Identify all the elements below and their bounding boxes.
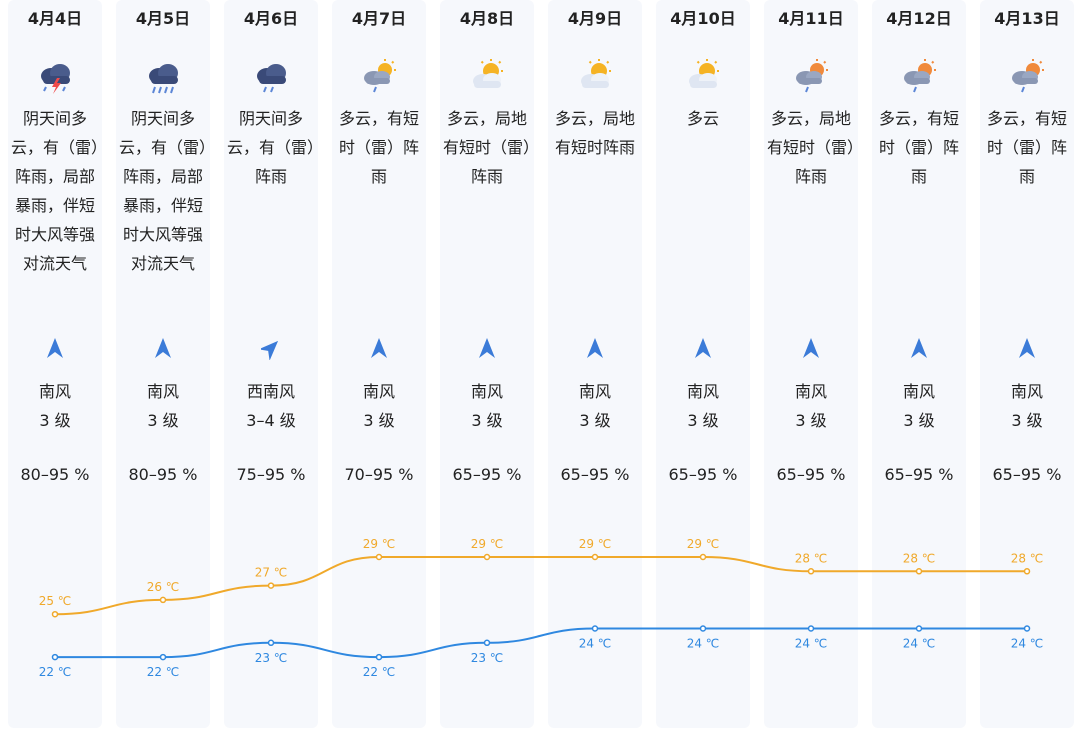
wind-level: 3–4 级 <box>246 411 296 430</box>
weather-description: 多云，局地有短时（雷）阵雨 <box>442 109 531 186</box>
day-column-5: 4月9日 多云，局地有短时阵雨 南风 3 级 65–95 % <box>548 0 642 728</box>
day-column-7: 4月11日 多云，局地有短时（雷）阵雨 南风 3 级 65–95 % <box>764 0 858 728</box>
sun-cloud-icon <box>473 59 503 88</box>
weather-description: 多云，局地有短时（雷）阵雨 <box>766 109 855 186</box>
humidity: 70–95 % <box>344 465 414 484</box>
weather-description: 多云，有短时（雷）阵雨 <box>986 109 1067 186</box>
weather-description: 阴天间多云，有（雷）阵雨，局部暴雨，伴短时大风等强对流天气 <box>10 109 99 273</box>
humidity: 65–95 % <box>668 465 738 484</box>
wind-direction: 西南风 <box>246 382 295 401</box>
wind-level: 3 级 <box>39 411 71 430</box>
day-column-2: 4月6日 阴天间多云，有（雷）阵雨 西南风 3–4 级 75–95 % <box>224 0 318 728</box>
wind-direction: 南风 <box>794 382 827 401</box>
weather-description: 多云，有短时（雷）阵雨 <box>878 109 959 186</box>
sun-cloud-rain-icon <box>904 59 936 93</box>
day-date: 4月8日 <box>459 9 515 28</box>
sun-cloud-rain-icon <box>1012 59 1044 93</box>
day-column-1: 4月5日 阴天间多云，有（雷）阵雨，局部暴雨，伴短时大风等强对流天气 南风 3 … <box>116 0 210 728</box>
wind-level: 3 级 <box>687 411 719 430</box>
wind-direction: 南风 <box>686 382 719 401</box>
wind-direction: 南风 <box>38 382 71 401</box>
wind-direction-arrow-icon <box>155 338 171 358</box>
humidity: 80–95 % <box>128 465 198 484</box>
rain-cloud-icon <box>257 64 286 93</box>
day-column-3: 4月7日 多云，有短时（雷）阵雨 南风 3 级 70–95 % <box>332 0 426 728</box>
wind-level: 3 级 <box>1011 411 1043 430</box>
day-date: 4月12日 <box>886 9 952 28</box>
day-column-9: 4月13日 多云，有短时（雷）阵雨 南风 3 级 65–95 % <box>980 0 1074 728</box>
humidity: 75–95 % <box>236 465 306 484</box>
wind-direction-arrow-icon <box>1019 338 1035 358</box>
wind-direction-arrow-icon <box>587 338 603 358</box>
wind-direction-arrow-icon <box>371 338 387 358</box>
weather-description: 多云 <box>686 109 719 128</box>
wind-direction-arrow-icon <box>695 338 711 358</box>
day-column-8: 4月12日 多云，有短时（雷）阵雨 南风 3 级 65–95 % <box>872 0 966 728</box>
sun-cloud-icon <box>689 59 719 88</box>
day-date: 4月11日 <box>778 9 844 28</box>
day-column-0: 4月4日 阴天间多云，有（雷）阵雨，局部暴雨，伴短时大风等强对流天气 南风 3 … <box>8 0 102 728</box>
sun-cloud-rain-icon <box>364 59 396 93</box>
day-date: 4月13日 <box>994 9 1060 28</box>
wind-direction: 南风 <box>470 382 503 401</box>
wind-direction: 南风 <box>362 382 395 401</box>
thunderstorm-icon <box>41 64 70 94</box>
day-column-6: 4月10日 多云 南风 3 级 65–95 % <box>656 0 750 728</box>
day-column-4: 4月8日 多云，局地有短时（雷）阵雨 南风 3 级 65–95 % <box>440 0 534 728</box>
wind-level: 3 级 <box>795 411 827 430</box>
humidity: 65–95 % <box>452 465 522 484</box>
wind-direction-arrow-icon <box>803 338 819 358</box>
wind-level: 3 级 <box>579 411 611 430</box>
heavy-rain-icon <box>149 64 178 94</box>
humidity: 65–95 % <box>560 465 630 484</box>
wind-level: 3 级 <box>147 411 179 430</box>
wind-level: 3 级 <box>903 411 935 430</box>
wind-direction: 南风 <box>146 382 179 401</box>
weather-description: 多云，有短时（雷）阵雨 <box>338 109 419 186</box>
day-date: 4月7日 <box>351 9 407 28</box>
wind-direction: 南风 <box>578 382 611 401</box>
humidity: 65–95 % <box>776 465 846 484</box>
wind-direction-arrow-icon <box>261 340 279 360</box>
day-date: 4月4日 <box>27 9 83 28</box>
weather-description: 阴天间多云，有（雷）阵雨，局部暴雨，伴短时大风等强对流天气 <box>118 109 207 273</box>
weather-description: 多云，局地有短时阵雨 <box>554 109 635 157</box>
humidity: 65–95 % <box>992 465 1062 484</box>
wind-direction: 南风 <box>902 382 935 401</box>
wind-direction-arrow-icon <box>911 338 927 358</box>
wind-direction: 南风 <box>1010 382 1043 401</box>
weather-description: 阴天间多云，有（雷）阵雨 <box>226 109 315 186</box>
wind-level: 3 级 <box>363 411 395 430</box>
sun-cloud-icon <box>581 59 611 88</box>
day-date: 4月6日 <box>243 9 299 28</box>
wind-level: 3 级 <box>471 411 503 430</box>
wind-direction-arrow-icon <box>479 338 495 358</box>
humidity: 65–95 % <box>884 465 954 484</box>
sun-cloud-rain-icon <box>796 59 828 93</box>
day-date: 4月5日 <box>135 9 191 28</box>
wind-direction-arrow-icon <box>47 338 63 358</box>
day-date: 4月9日 <box>567 9 623 28</box>
day-date: 4月10日 <box>670 9 736 28</box>
humidity: 80–95 % <box>20 465 90 484</box>
